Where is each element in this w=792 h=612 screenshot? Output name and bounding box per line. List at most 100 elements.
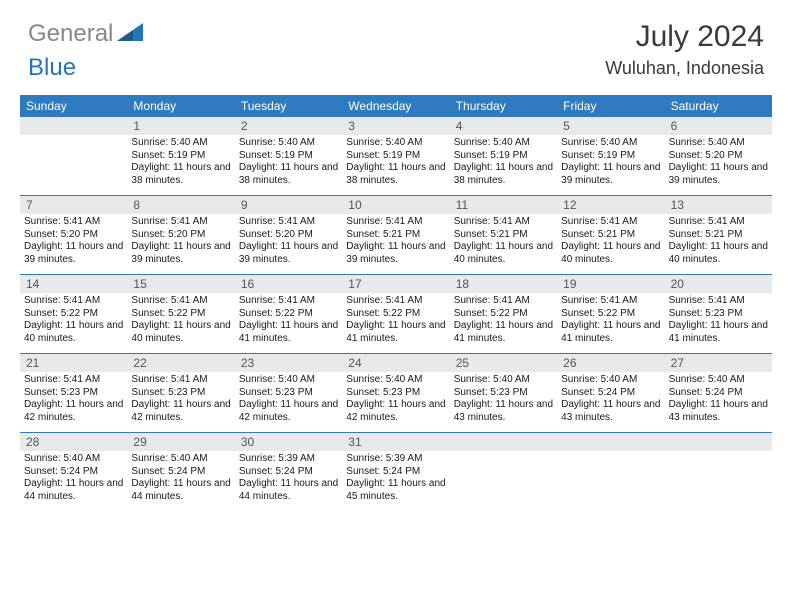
calendar-day-cell: 12Sunrise: 5:41 AMSunset: 5:21 PMDayligh…	[557, 196, 664, 274]
sunrise-line: Sunrise: 5:41 AM	[131, 216, 230, 229]
day-number: 31	[342, 433, 449, 451]
sunrise-line: Sunrise: 5:40 AM	[346, 137, 445, 150]
daylight-line: Daylight: 11 hours and 43 minutes.	[561, 399, 660, 424]
day-number: 12	[557, 196, 664, 214]
sunset-line: Sunset: 5:19 PM	[454, 150, 553, 163]
month-title: July 2024	[605, 20, 764, 54]
day-body: Sunrise: 5:41 AMSunset: 5:21 PMDaylight:…	[342, 214, 449, 268]
calendar-day-cell: 6Sunrise: 5:40 AMSunset: 5:20 PMDaylight…	[665, 117, 772, 195]
calendar-day-cell: 29Sunrise: 5:40 AMSunset: 5:24 PMDayligh…	[127, 433, 234, 511]
day-number	[557, 433, 664, 451]
sunset-line: Sunset: 5:24 PM	[561, 387, 660, 400]
daylight-line: Daylight: 11 hours and 39 minutes.	[131, 241, 230, 266]
day-body: Sunrise: 5:40 AMSunset: 5:24 PMDaylight:…	[665, 372, 772, 426]
calendar-day-cell: 5Sunrise: 5:40 AMSunset: 5:19 PMDaylight…	[557, 117, 664, 195]
calendar-day-cell: 31Sunrise: 5:39 AMSunset: 5:24 PMDayligh…	[342, 433, 449, 511]
sunset-line: Sunset: 5:24 PM	[669, 387, 768, 400]
day-number: 20	[665, 275, 772, 293]
sunrise-line: Sunrise: 5:41 AM	[131, 295, 230, 308]
calendar-grid: Sunday Monday Tuesday Wednesday Thursday…	[20, 95, 772, 511]
sunset-line: Sunset: 5:21 PM	[454, 229, 553, 242]
calendar-day-cell: 26Sunrise: 5:40 AMSunset: 5:24 PMDayligh…	[557, 354, 664, 432]
calendar-day-cell: 7Sunrise: 5:41 AMSunset: 5:20 PMDaylight…	[20, 196, 127, 274]
day-body: Sunrise: 5:41 AMSunset: 5:22 PMDaylight:…	[557, 293, 664, 347]
sunset-line: Sunset: 5:19 PM	[239, 150, 338, 163]
day-body: Sunrise: 5:40 AMSunset: 5:19 PMDaylight:…	[235, 135, 342, 189]
day-body: Sunrise: 5:40 AMSunset: 5:24 PMDaylight:…	[20, 451, 127, 505]
day-number: 30	[235, 433, 342, 451]
day-body: Sunrise: 5:41 AMSunset: 5:22 PMDaylight:…	[450, 293, 557, 347]
day-body: Sunrise: 5:40 AMSunset: 5:19 PMDaylight:…	[127, 135, 234, 189]
day-header-wednesday: Wednesday	[342, 95, 449, 117]
sunrise-line: Sunrise: 5:41 AM	[239, 295, 338, 308]
sunset-line: Sunset: 5:23 PM	[346, 387, 445, 400]
day-body: Sunrise: 5:40 AMSunset: 5:19 PMDaylight:…	[342, 135, 449, 189]
calendar-day-cell: 3Sunrise: 5:40 AMSunset: 5:19 PMDaylight…	[342, 117, 449, 195]
sunrise-line: Sunrise: 5:41 AM	[346, 295, 445, 308]
day-header-monday: Monday	[127, 95, 234, 117]
daylight-line: Daylight: 11 hours and 44 minutes.	[239, 478, 338, 503]
day-body: Sunrise: 5:41 AMSunset: 5:20 PMDaylight:…	[235, 214, 342, 268]
calendar-week: 1Sunrise: 5:40 AMSunset: 5:19 PMDaylight…	[20, 117, 772, 196]
calendar-week: 21Sunrise: 5:41 AMSunset: 5:23 PMDayligh…	[20, 354, 772, 433]
calendar-day-cell: 16Sunrise: 5:41 AMSunset: 5:22 PMDayligh…	[235, 275, 342, 353]
day-number: 18	[450, 275, 557, 293]
day-body: Sunrise: 5:40 AMSunset: 5:19 PMDaylight:…	[450, 135, 557, 189]
sunrise-line: Sunrise: 5:40 AM	[454, 374, 553, 387]
day-header-sunday: Sunday	[20, 95, 127, 117]
daylight-line: Daylight: 11 hours and 39 minutes.	[239, 241, 338, 266]
sunset-line: Sunset: 5:20 PM	[24, 229, 123, 242]
day-body: Sunrise: 5:41 AMSunset: 5:23 PMDaylight:…	[127, 372, 234, 426]
sunset-line: Sunset: 5:19 PM	[561, 150, 660, 163]
sunset-line: Sunset: 5:20 PM	[131, 229, 230, 242]
daylight-line: Daylight: 11 hours and 38 minutes.	[131, 162, 230, 187]
day-body: Sunrise: 5:41 AMSunset: 5:20 PMDaylight:…	[20, 214, 127, 268]
sunrise-line: Sunrise: 5:41 AM	[346, 216, 445, 229]
day-header-friday: Friday	[557, 95, 664, 117]
calendar-week: 14Sunrise: 5:41 AMSunset: 5:22 PMDayligh…	[20, 275, 772, 354]
daylight-line: Daylight: 11 hours and 41 minutes.	[669, 320, 768, 345]
calendar-day-cell: 20Sunrise: 5:41 AMSunset: 5:23 PMDayligh…	[665, 275, 772, 353]
calendar-day-cell	[557, 433, 664, 511]
day-number	[665, 433, 772, 451]
day-number: 29	[127, 433, 234, 451]
day-body: Sunrise: 5:41 AMSunset: 5:22 PMDaylight:…	[235, 293, 342, 347]
daylight-line: Daylight: 11 hours and 41 minutes.	[346, 320, 445, 345]
day-number: 9	[235, 196, 342, 214]
calendar-day-cell: 25Sunrise: 5:40 AMSunset: 5:23 PMDayligh…	[450, 354, 557, 432]
sunrise-line: Sunrise: 5:41 AM	[561, 216, 660, 229]
sunrise-line: Sunrise: 5:41 AM	[454, 216, 553, 229]
daylight-line: Daylight: 11 hours and 42 minutes.	[239, 399, 338, 424]
brand-text-gray: General	[28, 20, 113, 48]
sunrise-line: Sunrise: 5:41 AM	[561, 295, 660, 308]
day-header-thursday: Thursday	[450, 95, 557, 117]
calendar-day-cell: 14Sunrise: 5:41 AMSunset: 5:22 PMDayligh…	[20, 275, 127, 353]
day-number: 24	[342, 354, 449, 372]
day-number: 14	[20, 275, 127, 293]
sunrise-line: Sunrise: 5:40 AM	[454, 137, 553, 150]
daylight-line: Daylight: 11 hours and 43 minutes.	[669, 399, 768, 424]
sunset-line: Sunset: 5:22 PM	[239, 308, 338, 321]
day-body: Sunrise: 5:41 AMSunset: 5:20 PMDaylight:…	[127, 214, 234, 268]
daylight-line: Daylight: 11 hours and 38 minutes.	[454, 162, 553, 187]
day-body: Sunrise: 5:41 AMSunset: 5:21 PMDaylight:…	[665, 214, 772, 268]
sunrise-line: Sunrise: 5:41 AM	[24, 374, 123, 387]
sunset-line: Sunset: 5:22 PM	[131, 308, 230, 321]
sunrise-line: Sunrise: 5:40 AM	[239, 374, 338, 387]
daylight-line: Daylight: 11 hours and 44 minutes.	[24, 478, 123, 503]
daylight-line: Daylight: 11 hours and 39 minutes.	[346, 241, 445, 266]
sunset-line: Sunset: 5:23 PM	[131, 387, 230, 400]
sunrise-line: Sunrise: 5:40 AM	[561, 374, 660, 387]
daylight-line: Daylight: 11 hours and 40 minutes.	[131, 320, 230, 345]
sunrise-line: Sunrise: 5:40 AM	[131, 453, 230, 466]
sunset-line: Sunset: 5:19 PM	[131, 150, 230, 163]
sunset-line: Sunset: 5:21 PM	[669, 229, 768, 242]
sunset-line: Sunset: 5:22 PM	[24, 308, 123, 321]
daylight-line: Daylight: 11 hours and 40 minutes.	[561, 241, 660, 266]
day-number: 17	[342, 275, 449, 293]
day-body: Sunrise: 5:39 AMSunset: 5:24 PMDaylight:…	[342, 451, 449, 505]
day-body: Sunrise: 5:41 AMSunset: 5:21 PMDaylight:…	[450, 214, 557, 268]
day-header-tuesday: Tuesday	[235, 95, 342, 117]
day-number: 4	[450, 117, 557, 135]
calendar-day-cell: 17Sunrise: 5:41 AMSunset: 5:22 PMDayligh…	[342, 275, 449, 353]
